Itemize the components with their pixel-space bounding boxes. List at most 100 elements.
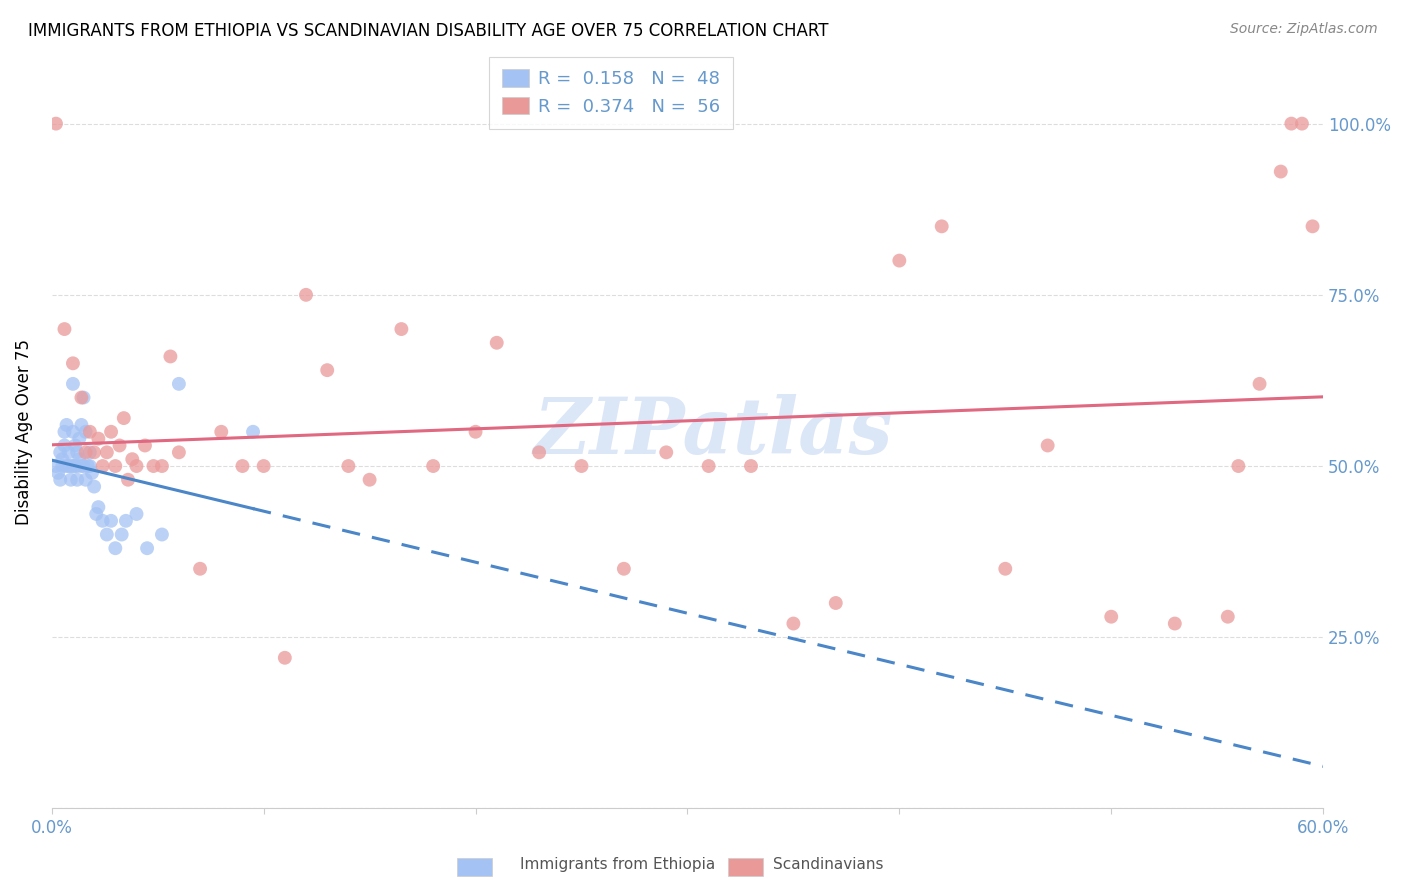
Point [824,596,846,610]
Point [84,507,107,521]
Point [58,458,80,473]
Point [1302,219,1324,234]
Point [1249,376,1271,391]
Point [72,391,94,405]
Point [87,432,110,446]
Point [45,458,67,473]
Point [67,452,90,467]
Point [112,411,135,425]
Point [527,445,550,459]
Point [337,458,360,473]
Point [53,438,76,452]
Point [96,527,118,541]
Point [70,391,93,405]
Point [142,458,165,473]
Point [79,425,101,439]
Point [167,445,190,459]
Point [83,479,105,493]
Point [1227,458,1250,473]
Point [485,335,508,350]
Point [188,562,211,576]
Point [242,425,264,439]
Point [889,253,911,268]
Point [117,473,139,487]
Point [121,452,143,467]
Point [75,473,97,487]
Point [100,514,122,528]
Point [66,445,89,459]
Point [83,445,105,459]
Point [613,562,636,576]
Point [295,288,318,302]
Point [62,376,84,391]
Point [75,445,97,459]
Y-axis label: Disability Age Over 75: Disability Age Over 75 [15,339,32,524]
Point [931,219,953,234]
Point [253,458,276,473]
Point [104,541,127,556]
Point [91,458,114,473]
Point [125,458,148,473]
Point [1279,117,1302,131]
Point [67,432,90,446]
Point [209,425,232,439]
Point [91,514,114,528]
Text: Immigrants from Ethiopia: Immigrants from Ethiopia [520,857,716,872]
Point [70,417,93,432]
Point [62,356,84,370]
Point [51,458,73,473]
Point [697,458,720,473]
Point [62,458,84,473]
Point [55,417,77,432]
Point [66,458,89,473]
Point [1291,117,1313,131]
Point [104,458,127,473]
Point [63,438,86,452]
Point [1099,609,1122,624]
Point [72,458,94,473]
Point [740,458,762,473]
Point [59,458,82,473]
Point [150,527,173,541]
Point [994,562,1017,576]
Point [66,473,89,487]
Point [274,650,297,665]
Point [1036,438,1059,452]
Point [80,466,103,480]
Legend: R =  0.158   N =  48, R =  0.374   N =  56: R = 0.158 N = 48, R = 0.374 N = 56 [489,56,733,128]
Point [51,452,73,467]
Text: Scandinavians: Scandinavians [773,857,884,872]
Point [1270,164,1292,178]
Point [96,445,118,459]
Point [108,438,131,452]
Point [464,425,486,439]
Point [655,445,678,459]
Point [359,473,381,487]
Point [58,445,80,459]
Point [571,458,593,473]
Text: IMMIGRANTS FROM ETHIOPIA VS SCANDINAVIAN DISABILITY AGE OVER 75 CORRELATION CHAR: IMMIGRANTS FROM ETHIOPIA VS SCANDINAVIAN… [28,22,828,40]
Point [782,616,804,631]
Point [134,438,156,452]
Text: Source: ZipAtlas.com: Source: ZipAtlas.com [1230,22,1378,37]
Point [75,425,97,439]
Point [125,507,148,521]
Point [46,466,69,480]
Point [111,527,134,541]
Point [49,473,72,487]
Point [79,445,101,459]
Point [59,473,82,487]
Point [76,458,98,473]
Point [115,514,138,528]
Point [53,425,76,439]
Point [1216,609,1239,624]
Point [100,425,122,439]
Point [231,458,253,473]
Point [63,458,86,473]
Point [53,322,76,336]
Point [389,322,412,336]
Text: ZIPatlas: ZIPatlas [533,393,893,470]
Point [70,458,93,473]
Point [167,376,190,391]
Point [422,458,444,473]
